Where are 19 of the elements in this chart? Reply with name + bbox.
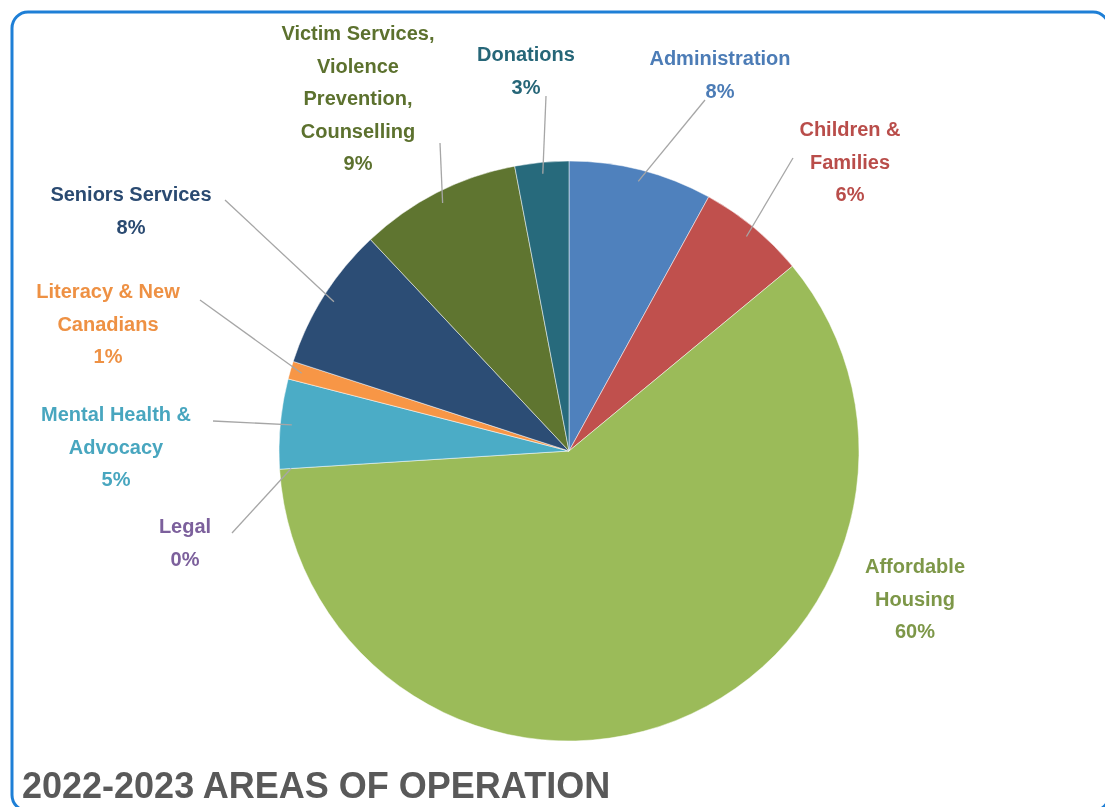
data-label: 9%: [343, 152, 373, 174]
data-label: 5%: [101, 468, 131, 490]
slice-label: Administration: [649, 47, 791, 69]
slice-label: Mental Health & Advocacy: [40, 403, 192, 458]
slice-label: Donations: [477, 43, 575, 65]
data-label: 3%: [511, 75, 541, 98]
slice-label: Victim Services, Violence Prevention, Counselling: [281, 22, 435, 142]
data-label: 1%: [93, 345, 123, 367]
slice-label: Affordable Housing: [865, 555, 965, 610]
slice-label: Children & Families: [799, 118, 901, 173]
category-label: Legal: [158, 515, 212, 537]
slice-label: Seniors Services: [50, 183, 212, 205]
text: 2022-2023 AREAS OF OPERATION: [22, 765, 611, 806]
slice-label: Literacy & New Canadians: [36, 280, 181, 335]
text: 0%: [170, 547, 200, 570]
data-label: 8%: [116, 215, 146, 238]
data-label: 60%: [894, 620, 936, 642]
data-label: 8%: [705, 79, 735, 102]
data-label: 6%: [835, 183, 865, 205]
